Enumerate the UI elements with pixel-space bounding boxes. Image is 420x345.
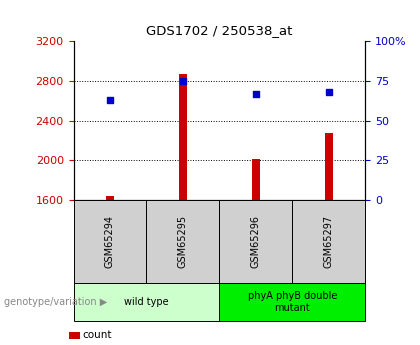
Point — [180, 78, 186, 84]
Text: GSM65295: GSM65295 — [178, 215, 188, 268]
Text: count: count — [83, 331, 112, 340]
Bar — [178, 74, 187, 200]
Point — [252, 91, 259, 97]
Text: GSM65297: GSM65297 — [324, 215, 334, 268]
Text: wild type: wild type — [124, 297, 169, 307]
Text: GSM65296: GSM65296 — [251, 215, 261, 268]
Point — [326, 89, 332, 95]
Bar — [252, 159, 260, 200]
Text: phyA phyB double
mutant: phyA phyB double mutant — [248, 291, 337, 313]
Text: genotype/variation ▶: genotype/variation ▶ — [4, 297, 108, 307]
Bar — [105, 196, 114, 200]
Bar — [325, 132, 333, 200]
Text: GSM65294: GSM65294 — [105, 215, 115, 268]
Title: GDS1702 / 250538_at: GDS1702 / 250538_at — [146, 24, 293, 38]
Point — [107, 97, 113, 103]
